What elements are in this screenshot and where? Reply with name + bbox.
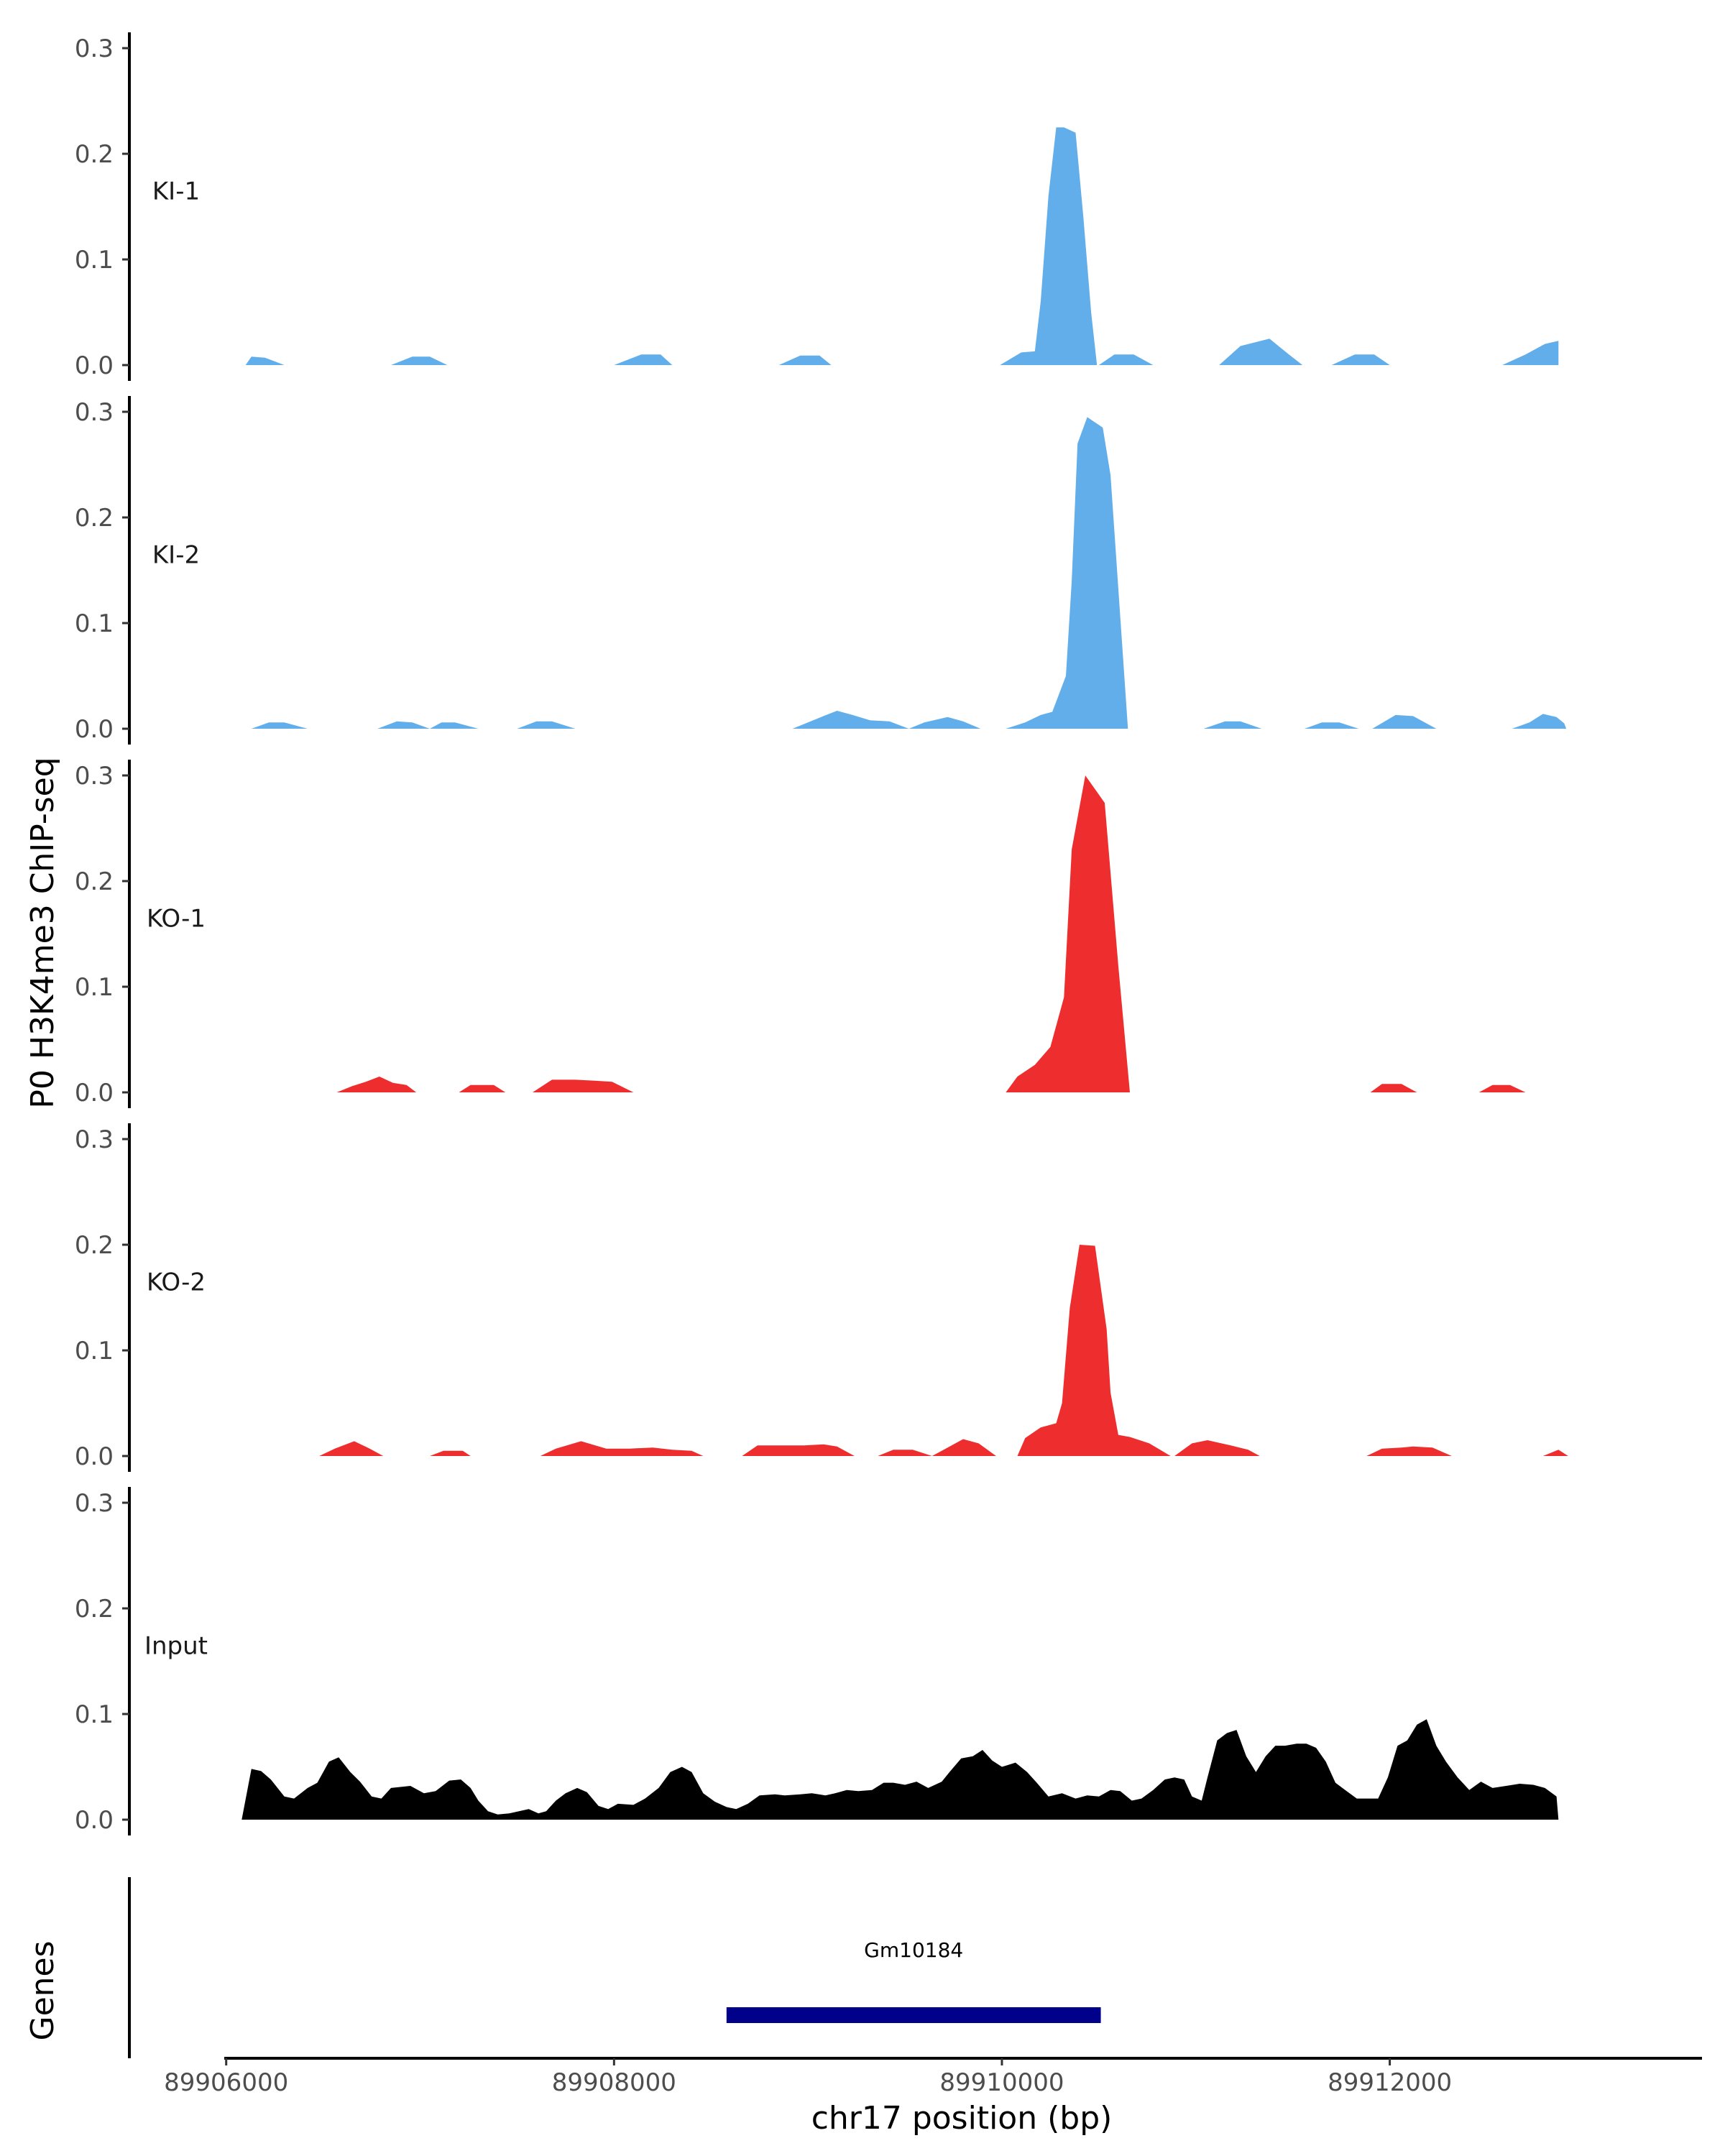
y-tick-label: 0.2	[75, 504, 114, 533]
signal-tracks: 0.00.10.20.3KI-10.00.10.20.3KI-20.00.10.…	[75, 32, 1568, 1835]
y-tick-label: 0.1	[75, 1337, 114, 1365]
y-tick-label: 0.0	[75, 1079, 114, 1107]
track-label: KI-1	[152, 178, 200, 206]
track-label: KO-1	[147, 905, 206, 934]
y-tick-label: 0.3	[75, 762, 114, 791]
y-axis-title: P0 H3K4me3 ChIP-seq	[24, 757, 61, 1108]
y-tick-label: 0.1	[75, 1700, 114, 1729]
track-label: Input	[144, 1632, 208, 1661]
x-axis-title: chr17 position (bp)	[811, 2100, 1113, 2137]
signal-area	[242, 1719, 1559, 1820]
y-tick-label: 0.0	[75, 1442, 114, 1471]
y-tick-label: 0.2	[75, 1595, 114, 1623]
signal-area	[336, 775, 1526, 1092]
signal-area	[319, 1245, 1568, 1456]
track-ko-1: 0.0 0.1 0.2 0.3 KO-1	[75, 760, 1526, 1108]
y-tick-label: 0.1	[75, 609, 114, 638]
signal-area	[245, 127, 1559, 366]
track-ki-1: 0.0 0.1 0.2 0.3 KI-1	[75, 32, 1559, 381]
track-label: KI-2	[152, 541, 200, 570]
y-tick-label: 0.0	[75, 351, 114, 380]
y-tick-label: 0.0	[75, 1806, 114, 1835]
track-label: KO-2	[147, 1268, 206, 1297]
gene-body	[726, 2007, 1101, 2023]
y-tick-label: 0.0	[75, 715, 114, 744]
x-axis: 89906000 89908000 89910000 89912000	[164, 2057, 1702, 2097]
y-tick-label: 0.1	[75, 246, 114, 275]
y-tick-label: 0.3	[75, 398, 114, 427]
gene-label: Gm10184	[864, 1938, 963, 1962]
y-tick-label: 0.1	[75, 973, 114, 1002]
x-tick-label: 89910000	[939, 2068, 1064, 2097]
y-tick-label: 0.2	[75, 140, 114, 169]
x-tick-label: 89912000	[1328, 2068, 1452, 2097]
track-input: 0.0 0.1 0.2 0.3 Input	[75, 1487, 1559, 1835]
track-ki-2: 0.0 0.1 0.2 0.3 KI-2	[75, 396, 1567, 745]
gene-panel: Gm10184	[128, 1877, 1101, 2058]
signal-area	[251, 417, 1567, 729]
x-tick-label: 89906000	[164, 2068, 288, 2097]
y-tick-label: 0.3	[75, 1125, 114, 1154]
y-tick-label: 0.2	[75, 1231, 114, 1260]
track-ko-2: 0.0 0.1 0.2 0.3 KO-2	[75, 1123, 1568, 1472]
y-tick-label: 0.3	[75, 34, 114, 63]
genes-axis-title: Genes	[24, 1940, 61, 2040]
y-tick-label: 0.3	[75, 1489, 114, 1518]
y-tick-label: 0.2	[75, 867, 114, 896]
x-tick-label: 89908000	[552, 2068, 676, 2097]
